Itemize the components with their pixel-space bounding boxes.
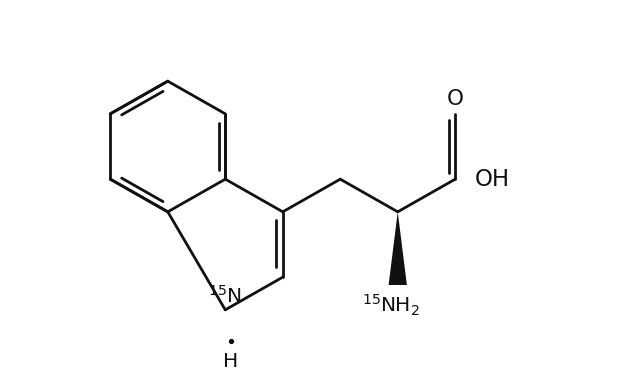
- Text: O: O: [447, 89, 464, 109]
- Text: $^{15}$NH$_2$: $^{15}$NH$_2$: [362, 293, 420, 318]
- Text: H: H: [223, 352, 238, 371]
- Text: OH: OH: [475, 168, 510, 191]
- Polygon shape: [388, 212, 407, 285]
- Text: $^{15}$N: $^{15}$N: [209, 285, 242, 307]
